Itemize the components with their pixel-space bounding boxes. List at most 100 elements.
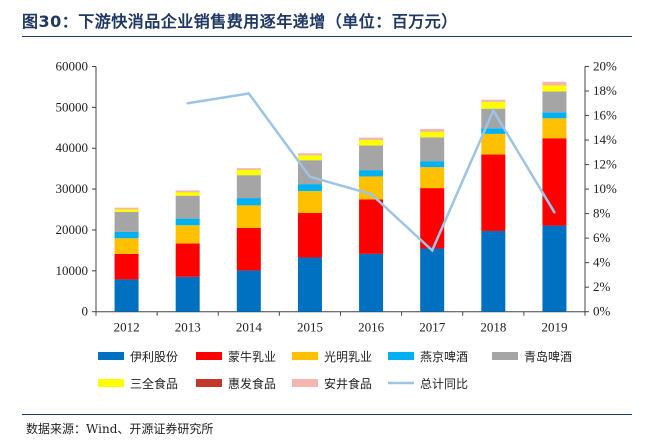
source-note: 数据来源：Wind、开源证券研究所	[26, 422, 214, 436]
bar-segment	[236, 168, 261, 170]
x-tick-label: 2013	[175, 320, 201, 335]
line-point	[308, 175, 312, 179]
right-tick-label: 14%	[593, 132, 617, 147]
bar-segment	[175, 243, 200, 277]
bar-segment	[481, 230, 506, 312]
right-tick-label: 2%	[593, 279, 611, 294]
bar-segment	[297, 153, 322, 156]
bar-segment	[359, 176, 384, 200]
bar-segment	[175, 225, 200, 244]
bar-segment	[359, 139, 384, 146]
left-tick-label: 60000	[56, 59, 89, 74]
bar-segment	[297, 184, 322, 192]
legend-swatch	[98, 352, 124, 360]
legend-swatch	[292, 352, 318, 360]
bar-segment	[420, 161, 445, 168]
bar-segment	[114, 231, 139, 239]
bar-segment	[359, 199, 384, 254]
bar-segment	[542, 225, 567, 312]
legend-label: 蒙牛乳业	[228, 349, 276, 364]
x-tick-label: 2017	[419, 320, 446, 335]
right-tick-label: 12%	[593, 157, 617, 172]
bar-segment	[236, 175, 261, 199]
bar-segment	[481, 128, 506, 134]
line-point	[186, 102, 189, 105]
legend-swatch	[98, 379, 124, 387]
left-tick-label: 40000	[56, 140, 89, 155]
right-tick-label: 18%	[593, 83, 617, 98]
bar-segment	[420, 137, 445, 162]
x-tick-label: 2019	[541, 320, 567, 335]
legend-label: 燕京啤酒	[420, 349, 468, 364]
legend-swatch	[196, 352, 222, 360]
bar-segment	[175, 195, 200, 219]
line-point	[492, 109, 495, 112]
legend-swatch	[492, 352, 518, 360]
bar-segment	[297, 213, 322, 258]
bar-segment	[542, 118, 567, 139]
chart-title: 图30：下游快消品企业销售费用逐年递增（单位：百万元）	[22, 12, 458, 31]
right-tick-label: 10%	[593, 181, 617, 196]
line-point	[430, 249, 434, 252]
bar-segment	[420, 188, 445, 249]
bar-segment	[359, 170, 384, 177]
bar-segment	[542, 81, 567, 86]
source-divider	[22, 414, 632, 415]
left-tick-label: 20000	[56, 222, 89, 237]
bar-segment	[359, 145, 384, 171]
legend-label: 伊利股份	[130, 350, 178, 364]
bar-segment	[297, 191, 322, 214]
bar-segment	[175, 276, 200, 312]
line-point	[247, 92, 251, 95]
bar-segment	[114, 279, 139, 312]
bar-segment	[236, 270, 261, 312]
bar-segment	[175, 190, 200, 192]
legend-swatch	[196, 379, 222, 387]
left-tick-label: 50000	[56, 99, 89, 114]
bar-segment	[420, 128, 445, 132]
x-tick-label: 2015	[297, 320, 323, 335]
bar-segment	[359, 253, 384, 312]
bar-segment	[236, 227, 261, 271]
x-tick-label: 2012	[114, 320, 140, 335]
bar-segment	[359, 137, 384, 140]
bar-segment	[236, 198, 261, 206]
bar-segment	[420, 167, 445, 189]
x-tick-label: 2016	[358, 320, 385, 335]
bar-segment	[420, 248, 445, 312]
right-tick-label: 0%	[593, 304, 611, 319]
legend-swatch	[388, 352, 414, 360]
bar-segment	[481, 154, 506, 231]
bar-segment	[236, 205, 261, 228]
bar-segment	[420, 131, 445, 138]
legend-label: 总计同比	[420, 377, 468, 391]
x-tick-label: 2014	[236, 320, 263, 335]
bar-segment	[114, 209, 139, 213]
bar-segment	[297, 155, 322, 161]
line-point	[369, 192, 373, 196]
left-tick-label: 30000	[56, 181, 89, 196]
bar-segment	[542, 112, 567, 119]
bar-segment	[114, 253, 139, 280]
legend-label: 三全食品	[130, 376, 178, 391]
left-tick-label: 10000	[56, 263, 89, 278]
right-tick-label: 16%	[593, 108, 617, 123]
bar-segment	[542, 85, 567, 92]
legend-swatch	[292, 379, 318, 387]
bar-segment	[114, 238, 139, 254]
right-tick-label: 20%	[593, 59, 617, 74]
right-tick-label: 4%	[593, 255, 611, 270]
legend-label: 光明乳业	[324, 350, 372, 364]
right-tick-label: 8%	[593, 206, 611, 221]
legend-label: 安井食品	[324, 376, 372, 391]
bar-segment	[297, 257, 322, 312]
bar-segment	[114, 207, 139, 210]
legend-label: 惠发食品	[228, 376, 276, 391]
bar-segment	[481, 99, 506, 102]
right-tick-label: 6%	[593, 230, 611, 245]
bar-segment	[236, 169, 261, 176]
bar-segment	[542, 91, 567, 113]
legend-label: 青岛啤酒	[524, 349, 572, 364]
bar-segment	[175, 192, 200, 196]
